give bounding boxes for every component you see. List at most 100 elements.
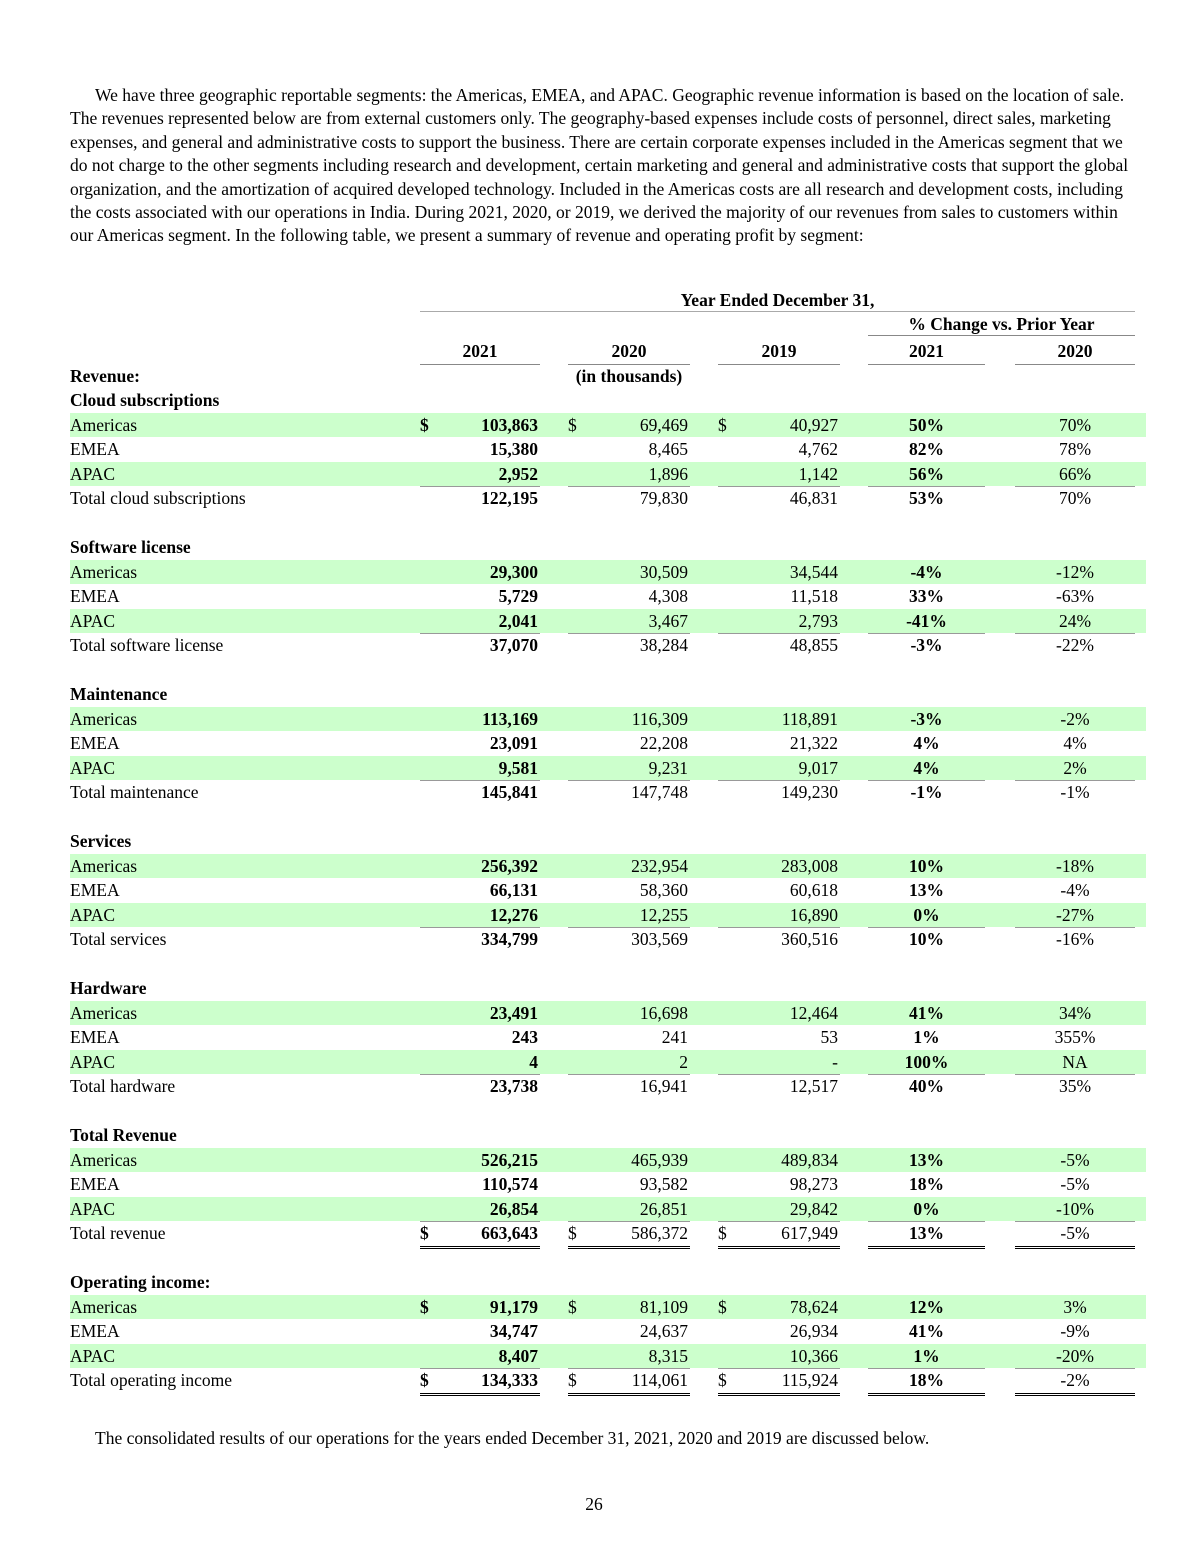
gap <box>540 633 568 658</box>
gap <box>540 1074 568 1099</box>
currency-symbol <box>420 584 440 609</box>
gap <box>985 731 1015 756</box>
table-row: APAC 2,041 3,467 2,793 -41% 24% <box>70 608 1146 634</box>
table-row: APAC 9,581 9,231 9,017 4% 2% <box>70 755 1146 782</box>
table-row: Americas $103,863 $69,469 $40,927 50% 70% <box>70 412 1146 438</box>
table-row: Americas 23,491 16,698 12,464 41% 34% <box>70 1000 1146 1026</box>
gap <box>540 903 568 929</box>
value-2020: 24,637 <box>639 1321 688 1341</box>
gap <box>840 1001 868 1026</box>
pct-change-2021: -41% <box>868 609 985 634</box>
gap <box>985 584 1015 609</box>
pct-change-2021: -1% <box>910 782 943 802</box>
gap <box>840 1295 868 1320</box>
pct-change-2020: -5% <box>1060 1174 1090 1194</box>
currency-symbol <box>568 1001 588 1026</box>
currency-symbol: $ <box>568 414 577 435</box>
value-2021: 23,738 <box>489 1076 538 1096</box>
currency-symbol <box>568 1172 588 1197</box>
pct-change-2021: -4% <box>910 561 943 582</box>
pct-change-2020: 34% <box>1058 1002 1092 1023</box>
gap <box>690 756 718 782</box>
revenue-label: Revenue: <box>70 365 140 386</box>
currency-symbol <box>568 633 588 658</box>
currency-symbol <box>718 1001 738 1026</box>
pct-change-2021: 4% <box>868 756 985 781</box>
gap <box>690 903 718 929</box>
gap <box>540 756 568 782</box>
pct-change-2020: -22% <box>1056 635 1094 655</box>
currency-symbol <box>568 780 588 805</box>
currency-symbol <box>718 854 738 879</box>
spacer-row <box>70 805 1146 830</box>
currency-symbol <box>718 584 738 609</box>
value-2021: 9,581 <box>440 756 540 781</box>
value-2019: 2,793 <box>738 609 840 634</box>
value-2020: 26,851 <box>588 1197 690 1222</box>
value-2021: 526,215 <box>481 1149 538 1170</box>
row-label: APAC <box>70 757 116 778</box>
value-2019: 118,891 <box>781 708 838 729</box>
currency-symbol <box>568 731 588 756</box>
currency-symbol <box>718 560 738 585</box>
year-2020: 2020 <box>568 339 690 365</box>
section-header-row: Maintenance <box>70 682 1146 707</box>
currency-symbol <box>420 560 440 585</box>
spacer-row <box>70 511 1146 536</box>
currency-symbol: $ <box>420 414 429 435</box>
section-header-row: Cloud subscriptions <box>70 388 1146 413</box>
value-2019: 34,544 <box>789 561 838 582</box>
value-2020: 1,896 <box>588 462 690 487</box>
gap <box>540 1295 568 1320</box>
units-label: (in thousands) <box>575 365 683 386</box>
gap <box>540 486 568 511</box>
value-2021: 34,747 <box>489 1321 538 1341</box>
value-2019: 53 <box>820 1027 839 1047</box>
table-row: APAC 12,276 12,255 16,890 0% -27% <box>70 902 1146 929</box>
row-label: APAC <box>70 463 116 484</box>
currency-symbol <box>568 584 588 609</box>
currency-symbol: $ <box>718 414 727 435</box>
section-header-row: Software license <box>70 535 1146 560</box>
row-label: Total cloud subscriptions <box>70 488 246 508</box>
gap <box>985 1148 1015 1173</box>
pct-change-2020: -18% <box>1056 855 1094 876</box>
value-2019: 149,230 <box>781 782 838 802</box>
value-2021: 2,041 <box>440 609 540 634</box>
gap <box>540 1319 568 1344</box>
value-2020: 22,208 <box>639 733 688 753</box>
currency-symbol <box>568 1050 588 1075</box>
gap <box>540 780 568 805</box>
pct-year-2021: 2021 <box>868 339 985 365</box>
currency-symbol <box>718 1025 738 1050</box>
pct-change-2020: -20% <box>1015 1344 1135 1369</box>
spacer-row <box>70 1246 1146 1271</box>
gap <box>840 1025 868 1050</box>
value-2020: 4,308 <box>648 586 688 606</box>
gap <box>985 1319 1015 1344</box>
value-2021: 2,952 <box>440 462 540 487</box>
gap <box>985 878 1015 903</box>
gap <box>690 1074 718 1099</box>
currency-symbol <box>568 927 588 952</box>
pct-change-2020: -2% <box>1060 708 1090 729</box>
currency-symbol <box>420 756 440 781</box>
row-label: Americas <box>70 1002 138 1023</box>
pct-change-2020: -9% <box>1060 1321 1090 1341</box>
table-row: Americas $91,179 $81,109 $78,624 12% 3% <box>70 1294 1146 1320</box>
currency-symbol <box>420 1074 440 1099</box>
gap <box>540 1001 568 1026</box>
value-2021: 26,854 <box>440 1197 540 1222</box>
pct-change-2021: 41% <box>909 1321 944 1341</box>
gap <box>690 413 718 438</box>
table-row: APAC 2,952 1,896 1,142 56% 66% <box>70 461 1146 488</box>
gap <box>690 462 718 488</box>
table-row: EMEA 5,729 4,308 11,518 33% -63% <box>70 584 1146 609</box>
value-2020: 114,061 <box>588 1368 690 1396</box>
gap <box>985 1295 1015 1320</box>
gap <box>985 1001 1015 1026</box>
value-2020: 8,465 <box>648 439 688 459</box>
gap <box>840 1050 868 1076</box>
value-2020: 8,315 <box>588 1344 690 1369</box>
currency-symbol: $ <box>568 1368 588 1396</box>
